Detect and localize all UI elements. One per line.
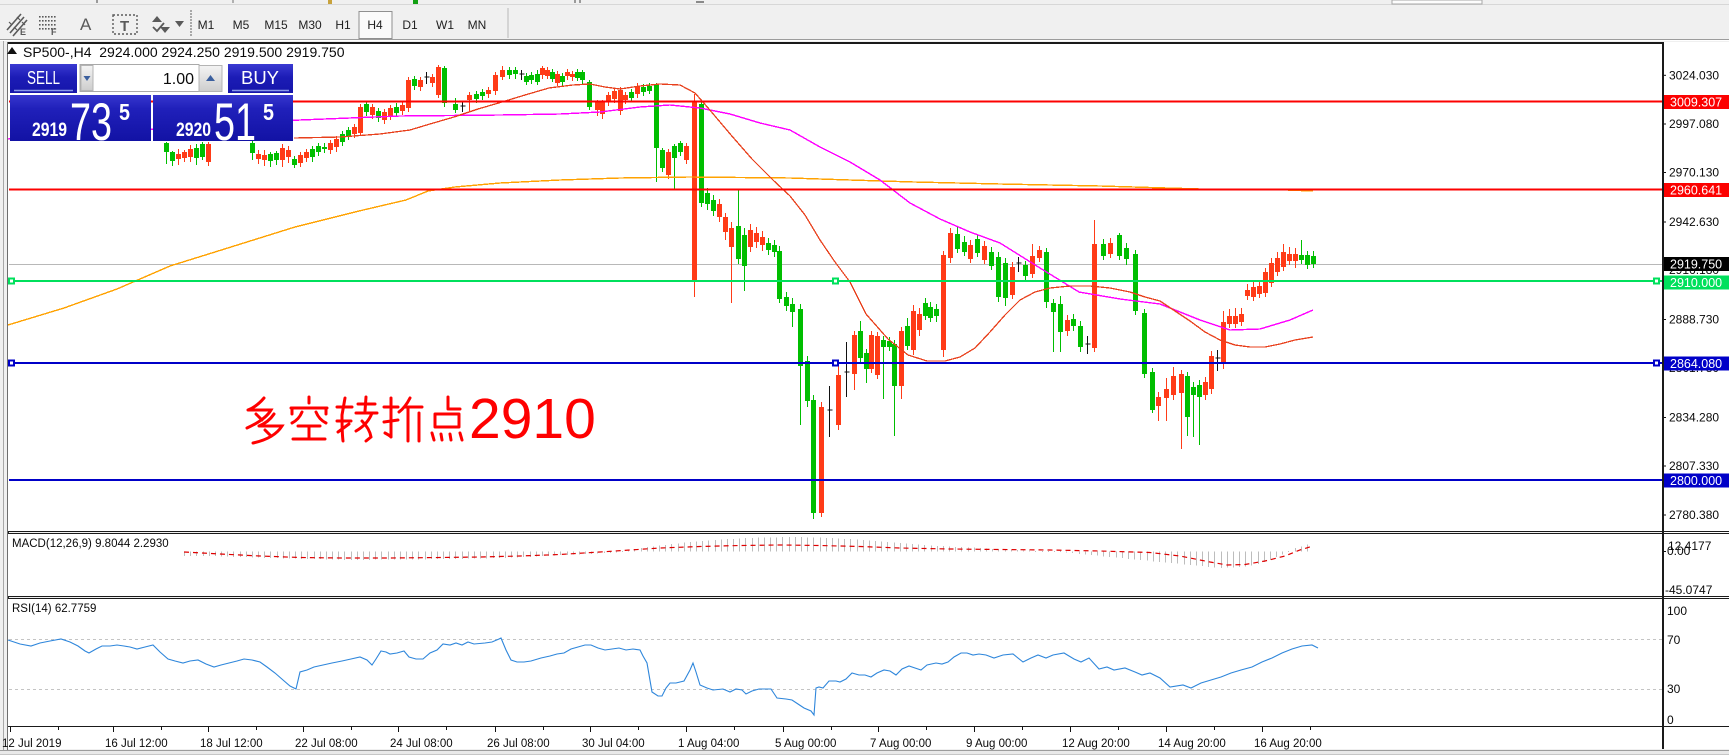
svg-text:51: 51 [214,93,256,152]
svg-text:2888.730: 2888.730 [1669,313,1719,327]
svg-text:100: 100 [1667,604,1687,618]
svg-text:3009.307: 3009.307 [1670,96,1722,110]
svg-text:2800.000: 2800.000 [1670,474,1722,488]
svg-text:W1: W1 [436,18,454,32]
svg-text:2864.080: 2864.080 [1670,357,1722,371]
svg-text:7 Aug 00:00: 7 Aug 00:00 [870,738,931,750]
svg-text:D1: D1 [402,18,418,32]
svg-text:F: F [51,27,57,37]
svg-text:3024.030: 3024.030 [1669,68,1719,82]
svg-text:2919.750: 2919.750 [1670,258,1722,272]
svg-text:2919: 2919 [32,120,67,141]
svg-text:5: 5 [119,99,130,125]
svg-text:12 Aug 20:00: 12 Aug 20:00 [1062,738,1130,750]
svg-text:M30: M30 [298,18,322,32]
svg-text:H1: H1 [335,18,351,32]
svg-text:M5: M5 [233,18,250,32]
svg-text:SELL: SELL [27,68,60,88]
svg-text:E: E [20,27,26,37]
svg-text:M1: M1 [198,18,215,32]
svg-text:16 Jul 12:00: 16 Jul 12:00 [105,738,168,750]
svg-text:BUY: BUY [241,68,279,88]
svg-text:T: T [120,18,129,35]
svg-text:MN: MN [468,18,487,32]
svg-text:H4: H4 [367,18,383,32]
svg-text:RSI(14) 62.7759: RSI(14) 62.7759 [12,603,96,615]
svg-text:2970.130: 2970.130 [1669,166,1719,180]
svg-text:-45.0747: -45.0747 [1665,583,1713,597]
svg-text:2960.641: 2960.641 [1670,184,1722,198]
svg-text:2910.000: 2910.000 [1670,276,1722,290]
svg-text:73: 73 [70,93,112,152]
svg-text:2910: 2910 [469,387,596,451]
svg-text:2834.280: 2834.280 [1669,411,1719,425]
svg-text:70: 70 [1667,633,1681,647]
svg-text:18 Jul 12:00: 18 Jul 12:00 [200,738,263,750]
svg-text:9 Aug 00:00: 9 Aug 00:00 [966,738,1027,750]
svg-text:2997.080: 2997.080 [1669,117,1719,131]
svg-text:0: 0 [1667,713,1674,727]
svg-text:SP500-,H4 2924.000 2924.250 2: SP500-,H4 2924.000 2924.250 2919.500 291… [23,44,345,60]
svg-text:2920: 2920 [176,120,211,141]
svg-text:30 Jul 04:00: 30 Jul 04:00 [582,738,645,750]
svg-text:24 Jul 08:00: 24 Jul 08:00 [390,738,453,750]
svg-text:5: 5 [263,99,274,125]
svg-text:12 Jul 2019: 12 Jul 2019 [2,738,61,750]
svg-text:A: A [80,15,92,34]
svg-text:2780.380: 2780.380 [1669,508,1719,522]
svg-text:5 Aug 00:00: 5 Aug 00:00 [775,738,836,750]
svg-text:2807.330: 2807.330 [1669,459,1719,473]
svg-text:1.00: 1.00 [163,71,194,88]
svg-text:14 Aug 20:00: 14 Aug 20:00 [1158,738,1226,750]
svg-text:0.00: 0.00 [1667,544,1691,558]
svg-text:26 Jul 08:00: 26 Jul 08:00 [487,738,550,750]
svg-text:12.4177: 12.4177 [1668,539,1712,553]
svg-text:22 Jul 08:00: 22 Jul 08:00 [295,738,358,750]
svg-text:M15: M15 [264,18,288,32]
svg-text:2942.630: 2942.630 [1669,215,1719,229]
svg-text:30: 30 [1667,682,1681,696]
svg-text:MACD(12,26,9) 9.8044 2.2930: MACD(12,26,9) 9.8044 2.2930 [12,538,169,550]
svg-text:16 Aug 20:00: 16 Aug 20:00 [1254,738,1322,750]
svg-text:1 Aug 04:00: 1 Aug 04:00 [678,738,739,750]
